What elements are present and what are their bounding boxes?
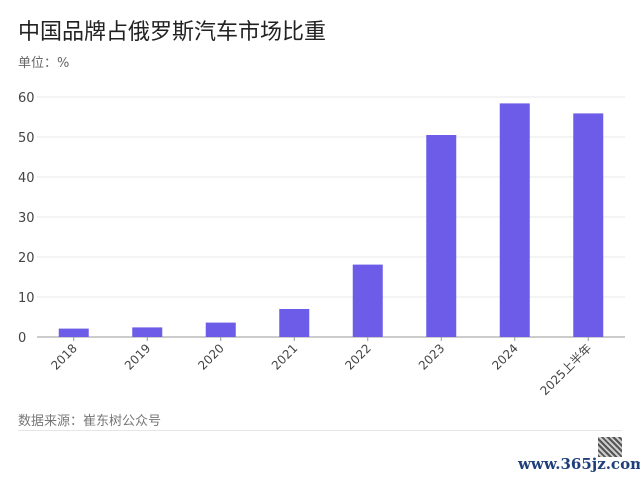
x-tick-label: 2018: [48, 341, 79, 372]
x-tick-label: 2025上半年: [537, 341, 594, 398]
x-tick-label: 2020: [195, 341, 226, 372]
bar-2021: [279, 309, 310, 337]
bar-2024: [499, 103, 530, 338]
y-tick-label: 50: [18, 131, 35, 146]
x-tick-label: 2019: [122, 341, 153, 372]
x-tick-label: 2021: [269, 341, 300, 372]
source-note: 数据来源：崔东树公众号: [18, 414, 162, 429]
bar-2019: [132, 327, 163, 337]
bar-2020: [205, 322, 236, 337]
bar-2025上半年: [573, 113, 604, 338]
x-tick-label: 2023: [416, 341, 447, 372]
bar-chart: 0 10 20 30 40 50 60 2018 2019 2020 2021 2022 2023 202…: [18, 91, 625, 398]
y-tick-label: 30: [18, 211, 35, 226]
qr-code-icon: [598, 437, 622, 457]
x-tick-label: 2022: [342, 341, 373, 372]
bar-2022: [352, 264, 383, 337]
y-tick-label: 40: [18, 171, 35, 186]
y-tick-label: 0: [18, 331, 26, 346]
y-tick-label: 20: [18, 251, 35, 266]
x-tick-label: 2024: [489, 341, 520, 372]
y-tick-label: 60: [18, 91, 35, 106]
watermark: www.365jz.com: [518, 455, 640, 473]
y-tick-label: 10: [18, 291, 35, 306]
bar-2018: [58, 328, 89, 337]
bar-2023: [426, 135, 457, 337]
unit-label: 单位：%: [18, 56, 70, 71]
chart-title: 中国品牌占俄罗斯汽车市场比重: [18, 20, 327, 45]
divider: [18, 430, 622, 431]
